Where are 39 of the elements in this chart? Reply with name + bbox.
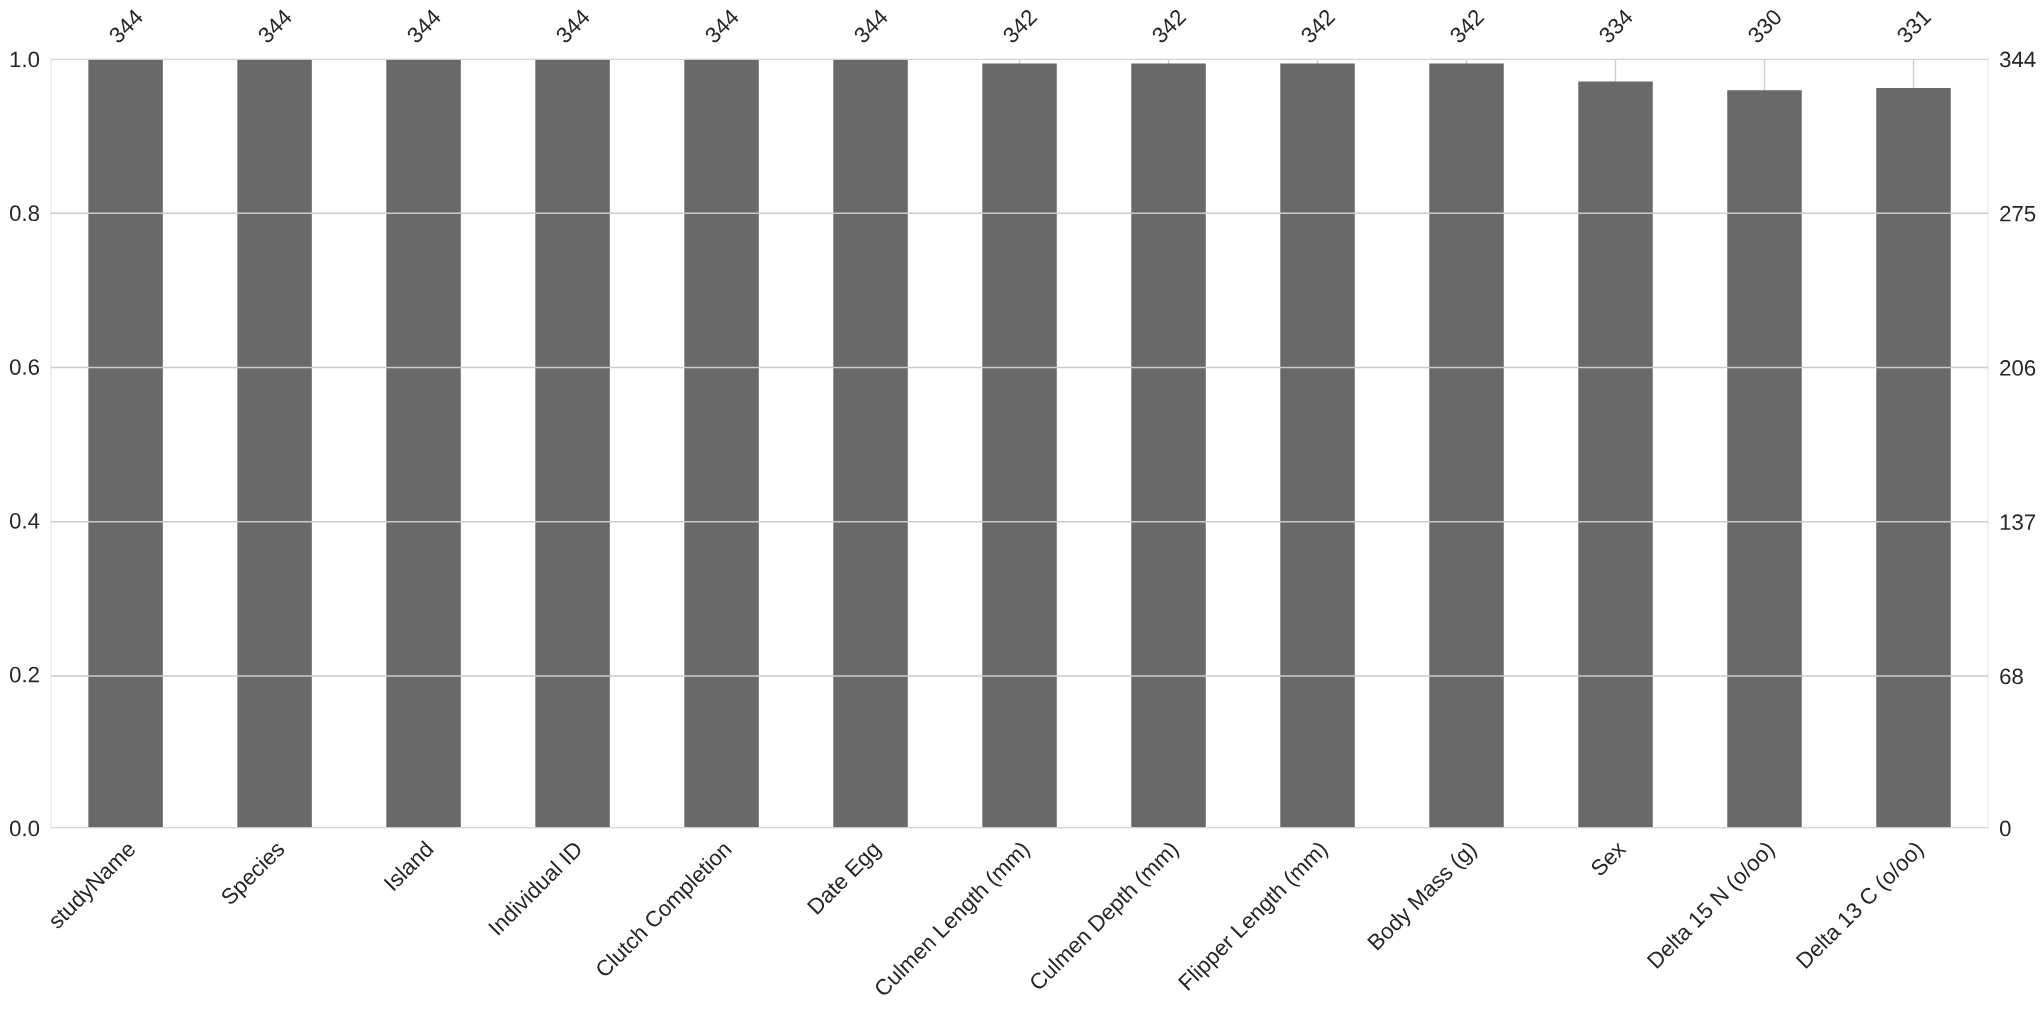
data-label: 344: [256, 7, 294, 45]
data-label: 344: [405, 7, 443, 45]
bar: [535, 59, 610, 829]
y2-tick-label: 68: [2000, 668, 2023, 685]
bar: [1429, 63, 1504, 829]
data-label: 344: [107, 7, 145, 45]
data-label: 342: [1150, 8, 1187, 45]
y-tick-label: 0.8: [9, 205, 40, 222]
data-label: 334: [1597, 7, 1634, 45]
data-label: 330: [1746, 8, 1783, 45]
bar: [386, 59, 461, 829]
x-tick-label: Sex: [1589, 839, 1627, 878]
y2-tick-label: 206: [2000, 360, 2036, 376]
bar: [1876, 88, 1951, 829]
bar: [237, 59, 312, 829]
bar: [1280, 63, 1355, 829]
bar: [1727, 90, 1802, 829]
y2-tick-label: 275: [2000, 205, 2036, 222]
y2-tick-label: 137: [2000, 514, 2036, 531]
bar: [982, 63, 1057, 829]
bar: [88, 59, 163, 829]
data-label: 342: [1299, 8, 1336, 45]
data-label: 344: [703, 7, 741, 45]
bar: [1131, 63, 1206, 829]
bar: [833, 59, 908, 829]
data-label: 342: [1448, 8, 1485, 45]
y-tick-label: 0.0: [9, 820, 40, 837]
bar: [684, 59, 759, 829]
data-label: 342: [1001, 8, 1038, 45]
y2-tick-label: 0: [1999, 820, 2011, 837]
bar: [1578, 81, 1653, 829]
y-tick-label: 0.4: [9, 512, 40, 529]
y-tick-label: 0.2: [9, 666, 39, 683]
y2-tick-label: 344: [1999, 51, 2036, 68]
data-label: 344: [852, 7, 890, 45]
data-label: 331: [1895, 8, 1932, 45]
y-tick-label: 1.0: [10, 51, 40, 68]
data-label: 344: [554, 7, 592, 45]
y-tick-label: 0.6: [9, 359, 40, 375]
